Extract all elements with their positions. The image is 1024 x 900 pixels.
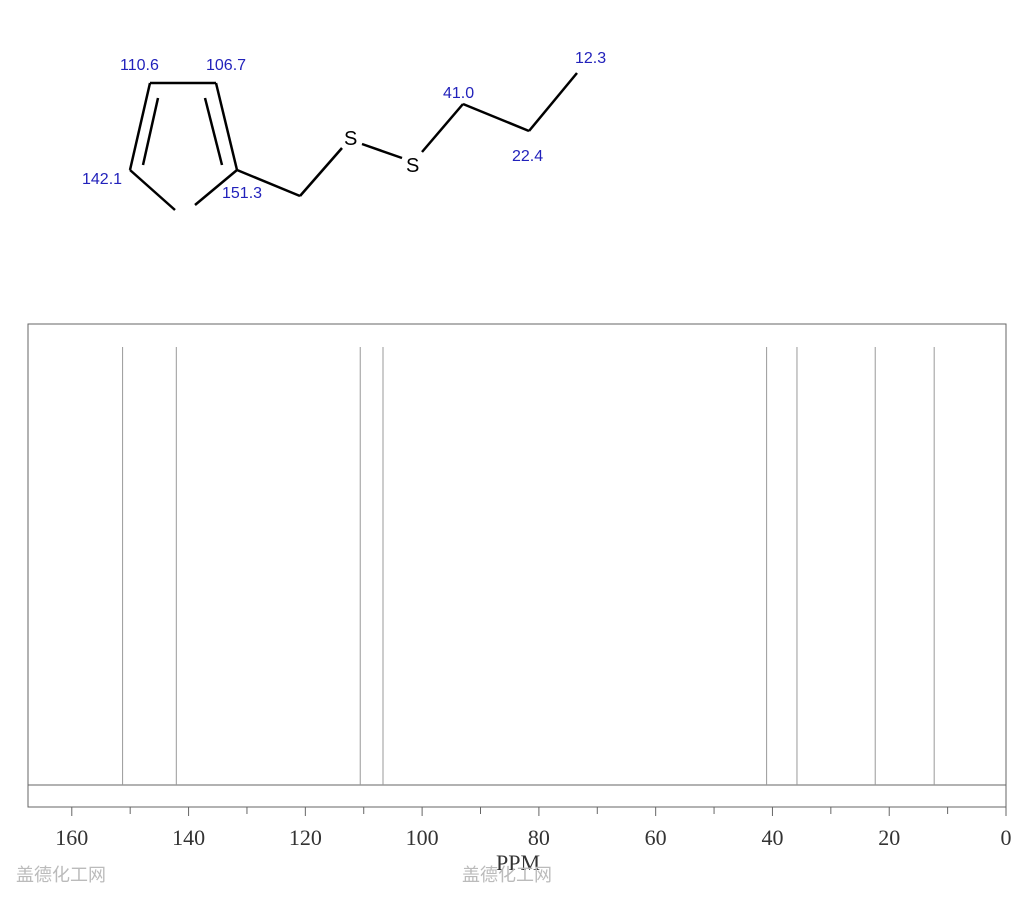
x-tick-label: 60 — [645, 825, 667, 850]
x-tick-label: 140 — [172, 825, 205, 850]
shift-label: 106.7 — [206, 57, 246, 74]
bond — [528, 72, 578, 132]
x-tick-label: 100 — [406, 825, 439, 850]
watermark: 盖德化工网 — [462, 865, 552, 886]
x-tick-label: 20 — [878, 825, 900, 850]
atom-label: S — [344, 128, 357, 150]
shift-label: 110.6 — [120, 57, 159, 74]
bond — [299, 147, 343, 197]
bond — [421, 103, 464, 153]
bond — [194, 169, 238, 206]
atom-label: S — [406, 155, 419, 177]
shift-label: 12.3 — [575, 50, 606, 67]
bond — [214, 82, 239, 171]
shift-label: 142.1 — [82, 171, 122, 188]
bond — [462, 102, 530, 133]
x-tick-label: 80 — [528, 825, 550, 850]
bond — [141, 97, 160, 166]
x-axis-label: PPM — [496, 850, 540, 875]
shift-label: 41.0 — [443, 85, 474, 102]
bond — [203, 97, 224, 166]
bond — [361, 142, 403, 160]
bond — [129, 169, 176, 211]
watermark: 盖德化工网 — [16, 865, 106, 886]
molecule — [128, 72, 578, 211]
x-tick-label: 40 — [761, 825, 783, 850]
shift-label: 151.3 — [222, 185, 262, 202]
x-tick-label: 160 — [55, 825, 88, 850]
shift-label: 22.4 — [512, 148, 543, 165]
bond — [128, 82, 152, 171]
bond — [236, 168, 301, 198]
x-tick-label: 0 — [1001, 825, 1012, 850]
plot-frame — [27, 323, 1007, 808]
x-tick-label: 120 — [289, 825, 322, 850]
